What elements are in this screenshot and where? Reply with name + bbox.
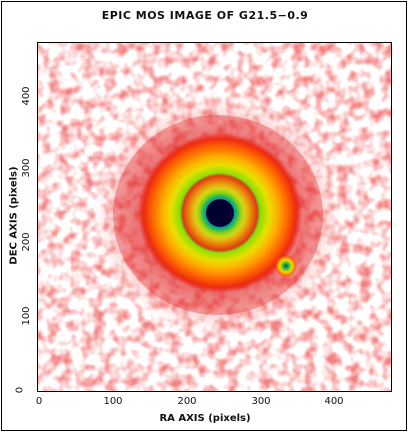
x-tick-label: 200 [177, 396, 197, 407]
x-tick-label: 0 [35, 396, 43, 407]
y-tick-label: 200 [21, 232, 33, 252]
x-tick-label: 400 [324, 396, 344, 407]
image-plot-area [37, 42, 392, 392]
y-tick-label: 0 [14, 386, 26, 394]
x-tick-label: 100 [103, 396, 123, 407]
xray-intensity-image [38, 43, 391, 391]
image-title: EPIC MOS IMAGE OF G21.5−0.9 [101, 9, 309, 22]
y-tick-label: 300 [21, 158, 33, 178]
y-axis-label: DEC AXIS (pixels) [8, 166, 20, 265]
y-tick-label: 100 [21, 306, 33, 326]
x-axis-label: RA AXIS (pixels) [159, 413, 251, 424]
main-source-core [206, 199, 234, 227]
point-source [275, 255, 297, 277]
x-tick-label: 300 [251, 396, 271, 407]
y-tick-label: 400 [21, 86, 33, 106]
